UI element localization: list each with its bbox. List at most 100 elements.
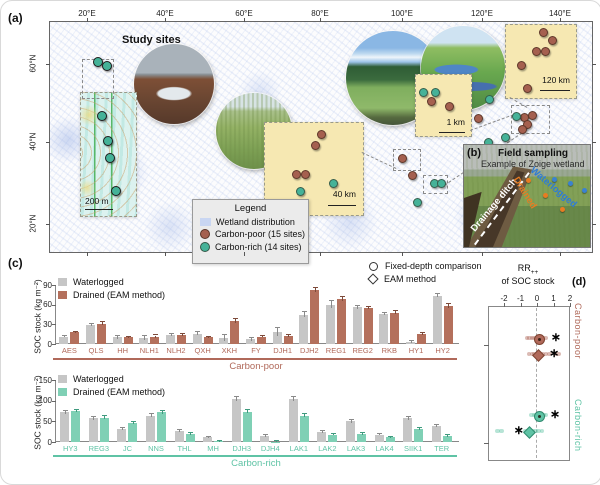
map-tick bbox=[320, 252, 321, 256]
d-xtick-label: -2 bbox=[496, 294, 512, 303]
effect-size-point bbox=[499, 429, 504, 434]
error-bar bbox=[122, 428, 123, 430]
error-bar-cap bbox=[331, 433, 336, 434]
zero-reference-line bbox=[536, 308, 537, 458]
carbon-rich-underline bbox=[53, 455, 457, 457]
bar-waterlogged bbox=[403, 418, 412, 442]
error-bar-cap bbox=[313, 287, 318, 288]
significance-asterisk: ∗ bbox=[514, 423, 524, 437]
category-label-JC: JC bbox=[114, 444, 141, 453]
carbon-poor-underline bbox=[53, 358, 457, 360]
bar-waterlogged bbox=[433, 296, 442, 345]
marker-legend-label: EAM method bbox=[384, 274, 436, 284]
error-bar bbox=[436, 425, 437, 427]
marker-legend-fixed-depth: Fixed-depth comparison bbox=[369, 261, 482, 271]
error-bar bbox=[288, 335, 289, 338]
error-bar bbox=[236, 397, 237, 401]
map-xtick-label: 80°E bbox=[303, 9, 337, 18]
map-xtick-label: 140°E bbox=[543, 9, 577, 18]
marker-legend-label: Fixed-depth comparison bbox=[385, 261, 482, 271]
category-label-SIIK1: SIIK1 bbox=[400, 444, 427, 453]
drained-core-dot bbox=[560, 207, 565, 212]
category-label-MH: MH bbox=[200, 444, 227, 453]
error-bar-cap bbox=[445, 434, 450, 435]
error-bar bbox=[117, 336, 118, 339]
error-bar bbox=[304, 312, 305, 317]
error-bar-cap bbox=[62, 335, 67, 336]
rr-title: RR bbox=[518, 263, 531, 273]
bar-waterlogged bbox=[432, 426, 441, 442]
error-bar-cap bbox=[286, 334, 291, 335]
bar-drained bbox=[443, 436, 452, 442]
error-bar bbox=[182, 334, 183, 337]
bar-drained bbox=[414, 429, 423, 442]
map-tick bbox=[165, 252, 166, 256]
category-label-HY3: HY3 bbox=[57, 444, 84, 453]
error-bar bbox=[277, 328, 278, 336]
bar-drained bbox=[177, 335, 186, 344]
ylabel-bottom: SOC stock (kg m⁻²) bbox=[33, 368, 44, 458]
error-bar-cap bbox=[131, 421, 136, 422]
bar-legend-top: Waterlogged Drained (EAM method) bbox=[58, 277, 165, 303]
panel-a-label: (a) bbox=[8, 11, 23, 25]
d-xtick-mark bbox=[521, 303, 522, 307]
bar-drained bbox=[357, 434, 366, 442]
legend-series-row: Drained (EAM method) bbox=[58, 290, 165, 300]
diamond-marker-icon bbox=[367, 273, 378, 284]
carbon-poor-group-label: Carbon-poor bbox=[196, 361, 316, 372]
error-bar bbox=[76, 410, 77, 412]
map-tick bbox=[592, 224, 596, 225]
error-bar bbox=[208, 337, 209, 338]
error-bar bbox=[197, 332, 198, 335]
map-tick bbox=[244, 252, 245, 256]
error-bar-cap bbox=[291, 396, 296, 397]
d-xtick-mark bbox=[537, 303, 538, 307]
marker-legend: Fixed-depth comparison EAM method bbox=[369, 261, 482, 287]
error-bar-cap bbox=[388, 436, 393, 437]
error-bar-cap bbox=[149, 413, 154, 414]
d-xtick-mark bbox=[570, 303, 571, 307]
error-bar bbox=[262, 336, 263, 337]
category-label-NNS: NNS bbox=[143, 444, 170, 453]
map-tick bbox=[482, 18, 483, 22]
error-bar bbox=[265, 435, 266, 437]
category-label-HY1: HY1 bbox=[403, 346, 430, 355]
map-tick bbox=[592, 64, 596, 65]
error-bar bbox=[351, 420, 352, 423]
bar-waterlogged bbox=[326, 305, 335, 344]
error-bar-cap bbox=[446, 303, 451, 304]
bar-waterlogged bbox=[289, 399, 298, 442]
bar-waterlogged bbox=[317, 432, 326, 442]
category-label-FY: FY bbox=[243, 346, 270, 355]
bar-drained bbox=[417, 334, 426, 344]
error-bar bbox=[65, 411, 66, 414]
error-bar-cap bbox=[217, 440, 222, 441]
legend-series-row: Waterlogged bbox=[58, 277, 165, 287]
map-tick bbox=[560, 18, 561, 22]
error-bar bbox=[357, 306, 358, 309]
error-bar bbox=[179, 430, 180, 432]
map-tick bbox=[46, 224, 50, 225]
error-bar bbox=[247, 410, 248, 413]
error-bar-cap bbox=[420, 332, 425, 333]
category-label-LAK1: LAK1 bbox=[285, 444, 312, 453]
error-bar-cap bbox=[349, 419, 354, 420]
map-tick bbox=[46, 142, 50, 143]
error-bar-cap bbox=[302, 413, 307, 414]
map-ytick-label: 40°N bbox=[29, 130, 38, 154]
error-bar bbox=[128, 337, 129, 338]
error-bar bbox=[102, 322, 103, 325]
ytick-mark bbox=[52, 344, 56, 345]
panel-b-label: (b) bbox=[467, 147, 481, 159]
error-bar bbox=[422, 333, 423, 336]
bar-waterlogged bbox=[299, 315, 308, 345]
x-axis bbox=[55, 441, 459, 442]
category-label-THL: THL bbox=[171, 444, 198, 453]
ytick-mark bbox=[52, 421, 56, 422]
bar-drained bbox=[444, 306, 453, 344]
category-label-LAK4: LAK4 bbox=[371, 444, 398, 453]
error-bar bbox=[219, 441, 220, 442]
map-ytick-label: 60°N bbox=[29, 52, 38, 76]
error-bar bbox=[276, 441, 277, 442]
